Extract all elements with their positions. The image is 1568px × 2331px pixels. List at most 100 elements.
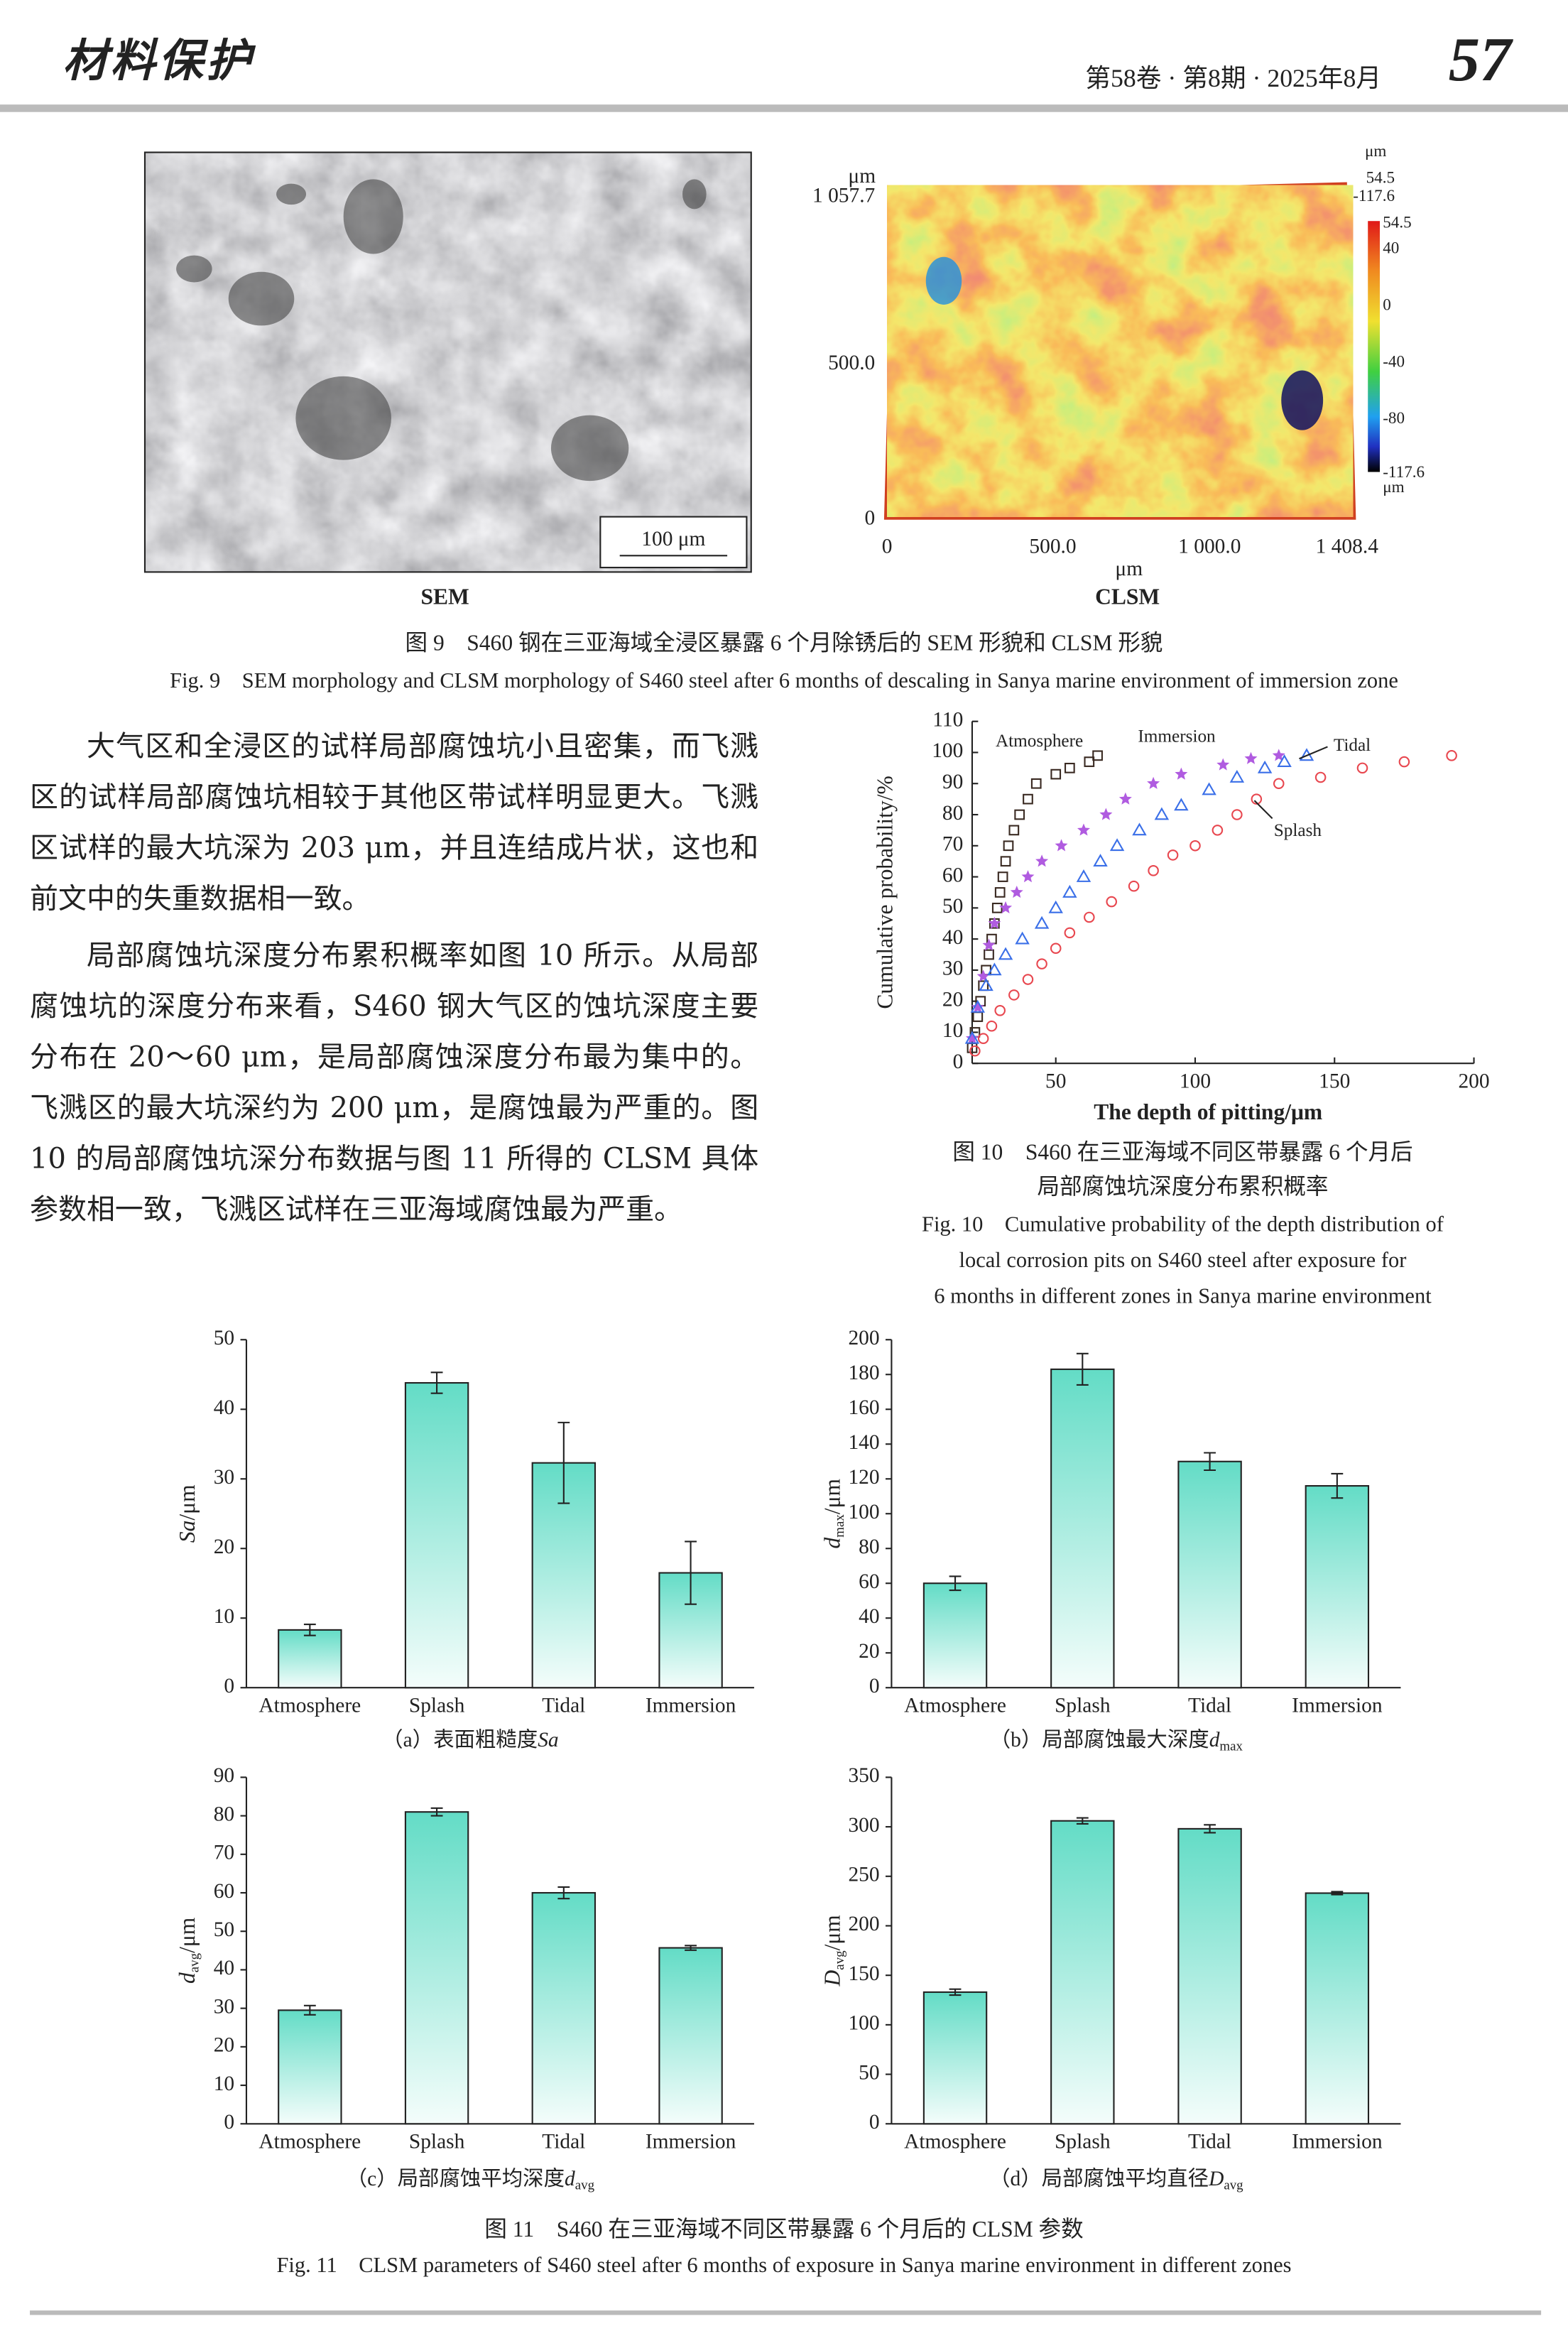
y-label-symbol: d xyxy=(820,1538,845,1549)
bar xyxy=(1177,1827,1242,2125)
y-tick-label: 140 xyxy=(848,1431,879,1454)
point xyxy=(999,901,1013,914)
point xyxy=(1050,942,1062,955)
y-label-unit: /μm xyxy=(820,1915,845,1951)
panel-caption: （c）局部腐蚀平均深度davg xyxy=(347,2167,595,2193)
y-tick-label: 70 xyxy=(214,1842,234,1864)
clsm-x-tick: 500.0 xyxy=(1029,535,1076,558)
y-tick-label: 350 xyxy=(848,1764,879,1787)
y-tick-label: 0 xyxy=(224,2111,234,2134)
bar xyxy=(278,2009,342,2125)
bar xyxy=(1177,1460,1242,1689)
y-tick-label: 60 xyxy=(214,1880,234,1903)
y-tick-label: 150 xyxy=(848,1962,879,1985)
point xyxy=(969,1045,981,1057)
series-label: Splash xyxy=(1274,821,1322,840)
clsm-y-tick: 1 057.7 xyxy=(812,184,875,207)
header-rule xyxy=(0,104,1568,112)
issue-info: 第58卷 · 第8期 · 2025年8月 xyxy=(1085,64,1381,92)
point xyxy=(1036,958,1047,969)
fig9-caption-en: Fig. 9 SEM morphology and CLSM morpholog… xyxy=(170,668,1398,692)
point xyxy=(1229,769,1245,783)
clsm-unit: μm xyxy=(1115,558,1143,580)
caption-sub: avg xyxy=(1224,2178,1243,2193)
clsm-y-tick: 500.0 xyxy=(828,352,875,374)
y-tick-label: 50 xyxy=(214,1918,234,1941)
point xyxy=(1062,884,1077,898)
clsm-label: CLSM xyxy=(1095,584,1160,609)
y-tick-label: 40 xyxy=(214,1957,234,1979)
sem-pits xyxy=(176,179,707,482)
error-bar xyxy=(303,2004,316,2016)
y-tick-label: 80 xyxy=(942,802,963,825)
y-tick-label: 0 xyxy=(224,1675,234,1697)
series-label: Tidal xyxy=(1334,736,1371,755)
x-tick-label: Tidal xyxy=(1188,2130,1231,2153)
y-label-unit: /μm xyxy=(175,1484,200,1521)
point xyxy=(1212,825,1224,836)
paragraph: 大气区和全浸区的试样局部腐蚀坑小且密集，而飞溅区的试样局部腐蚀坑相较于其他区带试… xyxy=(30,730,759,916)
sem-frame xyxy=(143,151,752,573)
point xyxy=(987,962,1002,976)
x-tick-label: Atmosphere xyxy=(258,1694,361,1717)
error-bar xyxy=(949,1575,962,1592)
clsm-pit xyxy=(925,256,962,305)
y-tick-label: 120 xyxy=(848,1466,879,1489)
caption-symbol: D xyxy=(1208,2168,1224,2190)
y-axis-title: Sa/μm xyxy=(175,1484,200,1543)
y-tick-label: 40 xyxy=(942,926,963,949)
y-label-unit: /μm xyxy=(175,1917,200,1953)
panel-caption: （b）局部腐蚀最大深度dmax xyxy=(990,1728,1243,1754)
point xyxy=(1174,798,1189,811)
error-bar xyxy=(1076,1352,1089,1386)
point xyxy=(997,871,1008,882)
page-number: 57 xyxy=(1449,25,1514,94)
bar xyxy=(922,1991,988,2125)
bar xyxy=(404,1811,469,2125)
point xyxy=(1231,809,1243,820)
y-tick-label: 100 xyxy=(848,2012,879,2035)
y-label-sub: avg xyxy=(832,1950,847,1970)
point xyxy=(1003,840,1014,852)
point xyxy=(1216,758,1230,771)
x-tick-label: Tidal xyxy=(542,2130,585,2153)
series-label: Atmosphere xyxy=(996,732,1083,751)
y-label-symbol: d xyxy=(175,1972,200,1984)
x-tick-label: 200 xyxy=(1458,1070,1489,1092)
point xyxy=(1244,751,1258,764)
caption-text: （a）表面粗糙度 xyxy=(382,1728,538,1751)
leader xyxy=(1299,746,1328,760)
point xyxy=(1021,870,1035,883)
point xyxy=(972,1011,984,1022)
clsm-z-label: -117.6 xyxy=(1353,187,1395,205)
point xyxy=(1000,856,1011,867)
clsm-x-tick: 1 408.4 xyxy=(1316,535,1379,558)
error-bar xyxy=(949,1988,962,1996)
bar xyxy=(658,1947,723,2125)
point xyxy=(1010,885,1023,898)
y-tick-label: 180 xyxy=(848,1362,879,1384)
point xyxy=(1064,762,1075,773)
point xyxy=(982,938,996,951)
sem-label: SEM xyxy=(420,584,469,609)
point xyxy=(1030,778,1042,789)
bar xyxy=(1305,1484,1370,1689)
panel-caption: （d）局部腐蚀平均直径Davg xyxy=(989,2167,1243,2193)
y-label-sub: max xyxy=(832,1514,847,1538)
y-tick-label: 10 xyxy=(214,1605,234,1628)
point xyxy=(1055,839,1068,852)
clsm-unit: μm xyxy=(1365,142,1386,161)
point xyxy=(1251,793,1263,805)
point xyxy=(979,978,993,991)
y-tick-label: 40 xyxy=(214,1396,234,1419)
x-tick-label: Immersion xyxy=(646,2130,736,2153)
colorbar-tick: -80 xyxy=(1383,409,1405,428)
y-tick-label: 160 xyxy=(848,1396,879,1419)
y-tick-label: 50 xyxy=(942,895,963,918)
point xyxy=(1175,767,1188,780)
error-bar xyxy=(557,1886,570,1900)
leader xyxy=(1253,800,1273,820)
point xyxy=(991,902,1003,913)
y-tick-label: 20 xyxy=(942,988,963,1011)
